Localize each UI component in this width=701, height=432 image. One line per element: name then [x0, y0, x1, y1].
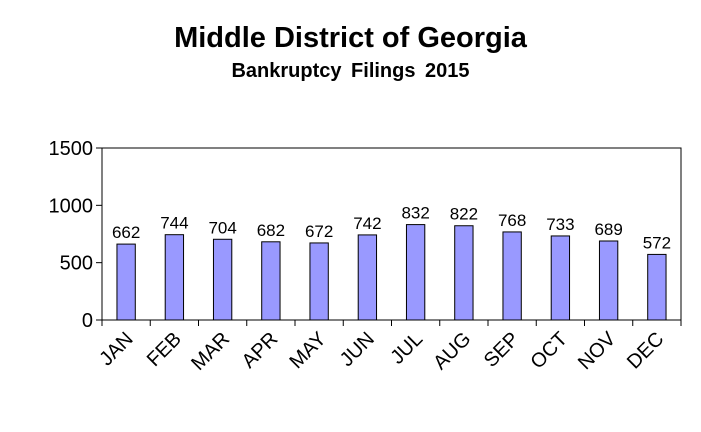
data-label: 682 [257, 221, 285, 240]
data-label: 733 [546, 215, 574, 234]
x-tick-label: OCT [527, 328, 572, 373]
bar [261, 241, 281, 321]
bars [116, 224, 667, 321]
x-tick-label: DEC [623, 328, 668, 373]
x-tick-label: FEB [143, 328, 186, 371]
y-tick-label: 1000 [49, 195, 94, 217]
x-tick-label: SEP [480, 328, 524, 372]
x-tick-label: APR [238, 328, 283, 373]
data-label: 744 [160, 214, 188, 233]
x-tick-label: JUN [336, 328, 379, 371]
x-tick-label: JUL [386, 328, 427, 369]
x-tick-label: JAN [95, 328, 137, 370]
chart-subtitle: Bankruptcy Filings 2015 [231, 60, 470, 82]
data-label: 832 [401, 204, 429, 223]
x-tick-label: MAR [187, 328, 234, 375]
y-tick-label: 500 [60, 253, 93, 275]
x-tick-label: AUG [429, 328, 475, 374]
y-axis: 0 500 1000 1500 [49, 138, 102, 332]
data-label: 704 [208, 218, 236, 237]
bar [647, 253, 667, 321]
x-axis: JAN FEB MAR APR MAY JUN JUL AUG SEP OCT NOV DEC [95, 320, 682, 375]
data-label: 742 [353, 214, 381, 233]
bar [212, 238, 233, 321]
x-tick-label: NOV [574, 328, 621, 375]
bar [164, 234, 185, 321]
bar [502, 231, 522, 321]
y-tick-label: 1500 [49, 138, 94, 160]
bar [357, 234, 378, 321]
data-label: 822 [450, 205, 478, 224]
data-label: 768 [498, 211, 526, 230]
bar [309, 242, 329, 321]
bar [116, 243, 136, 321]
bar [550, 235, 571, 321]
y-tick-label: 0 [82, 310, 93, 332]
bar [454, 225, 474, 321]
data-label: 672 [305, 222, 333, 241]
data-label: 662 [112, 223, 140, 242]
bar [405, 224, 426, 321]
data-label: 572 [643, 233, 671, 252]
chart-title: Middle District of Georgia [174, 22, 527, 54]
bar [598, 240, 619, 321]
x-tick-label: MAY [286, 328, 331, 373]
data-label: 689 [594, 220, 622, 239]
data-labels: 662 744 704 682 672 742 832 822 768 733 689 572 [112, 204, 671, 253]
